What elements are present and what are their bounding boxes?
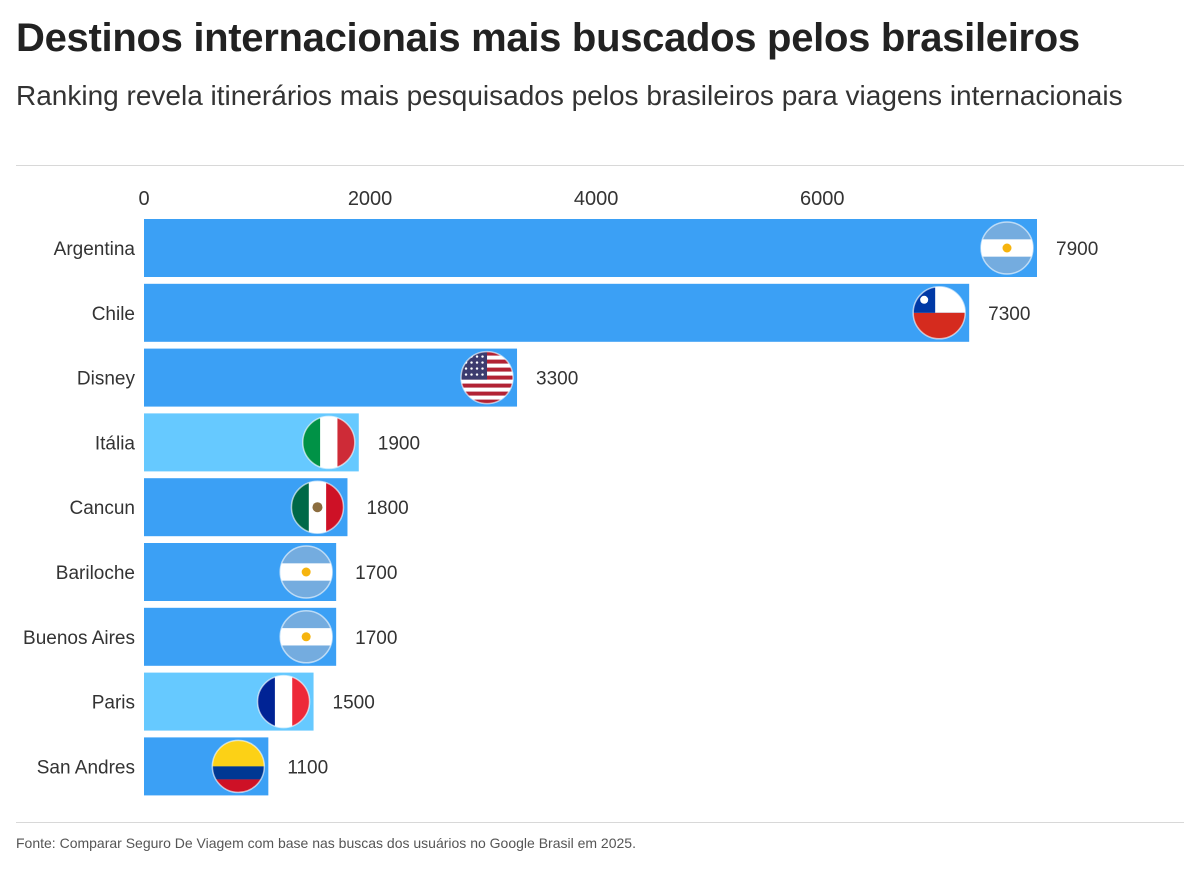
colombia-flag-icon xyxy=(211,739,266,794)
data-label: 7900 xyxy=(1056,239,1098,260)
category-label: Cancun xyxy=(70,498,136,519)
bars-group: Argentina 7900 Chile 7300 Disney 3300 Itália 19… xyxy=(23,219,1098,796)
argentina-flag-icon xyxy=(980,221,1034,275)
x-tick-label: 2000 xyxy=(348,188,393,210)
data-label: 1700 xyxy=(355,628,397,649)
source-note: Fonte: Comparar Seguro De Viagem com bas… xyxy=(16,835,636,851)
bar xyxy=(144,283,970,342)
bottom-divider xyxy=(16,822,1184,823)
data-label: 1700 xyxy=(355,563,397,584)
bar-chart: 0 2000 4000 6000 Argentina 7900 Chile 7300 Disn… xyxy=(23,188,1098,796)
mexico-flag-icon xyxy=(290,480,345,534)
data-label: 1800 xyxy=(366,498,408,519)
data-label: 7300 xyxy=(988,304,1030,325)
x-axis: 0 2000 4000 6000 xyxy=(138,188,844,210)
chart-subtitle: Ranking revela itinerários mais pesquisa… xyxy=(16,80,1123,111)
category-label: Chile xyxy=(92,304,135,325)
category-label: Bariloche xyxy=(56,563,135,584)
x-tick-label: 6000 xyxy=(800,188,845,210)
bar xyxy=(144,348,518,407)
category-label: Paris xyxy=(92,693,135,714)
category-label: Disney xyxy=(77,369,136,390)
category-label: Argentina xyxy=(54,239,136,260)
x-tick-label: 0 xyxy=(138,188,149,210)
category-label: Itália xyxy=(95,433,136,454)
x-tick-label: 4000 xyxy=(574,188,619,210)
category-label: San Andres xyxy=(37,757,135,778)
chart-title: Destinos internacionais mais buscados pe… xyxy=(16,16,1080,60)
data-label: 1100 xyxy=(287,757,328,778)
data-label: 1900 xyxy=(378,433,420,454)
argentina-flag-icon xyxy=(279,545,333,599)
chile-flag-icon xyxy=(912,286,966,340)
italy-flag-icon xyxy=(302,415,356,470)
france-flag-icon xyxy=(256,674,311,729)
usa-flag-icon xyxy=(460,350,514,405)
data-label: 3300 xyxy=(536,369,578,390)
data-label: 1500 xyxy=(333,693,375,714)
category-label: Buenos Aires xyxy=(23,628,135,649)
argentina-flag-icon xyxy=(279,610,333,664)
bar xyxy=(144,219,1037,277)
top-divider xyxy=(16,165,1184,166)
